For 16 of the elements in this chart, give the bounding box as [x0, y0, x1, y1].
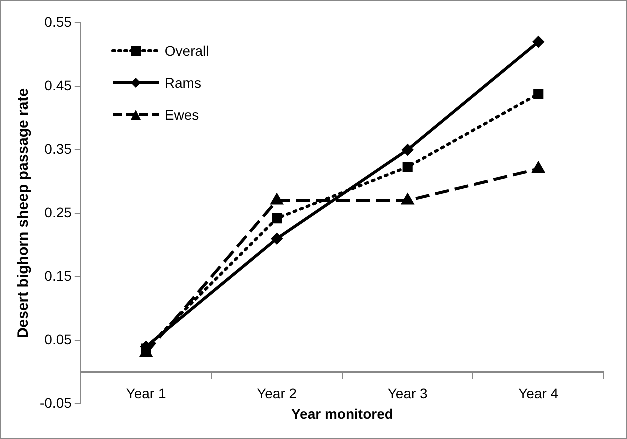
- y-tick-label: 0.55: [44, 14, 72, 30]
- y-tick-label: 0.35: [44, 140, 72, 157]
- x-tick-label: Year 4: [518, 386, 559, 402]
- x-tick-label: Year 3: [388, 386, 428, 402]
- y-tick-label: 0.25: [44, 204, 72, 220]
- x-tick-label: Year 2: [257, 386, 298, 402]
- x-axis-title: Year monitored: [290, 406, 394, 422]
- legend-label: Ewes: [164, 107, 200, 123]
- y-tick-label: 0.05: [44, 331, 72, 348]
- y-tick-label: -0.05: [40, 394, 72, 411]
- legend-label: Overall: [164, 43, 210, 59]
- legend-label: Rams: [164, 75, 202, 91]
- y-tick-label: 0.15: [44, 268, 72, 284]
- x-tick-label: Year 1: [126, 386, 166, 402]
- y-axis-title: Desert bighorn sheep passage rate: [15, 88, 32, 339]
- y-tick-label: 0.45: [44, 77, 72, 94]
